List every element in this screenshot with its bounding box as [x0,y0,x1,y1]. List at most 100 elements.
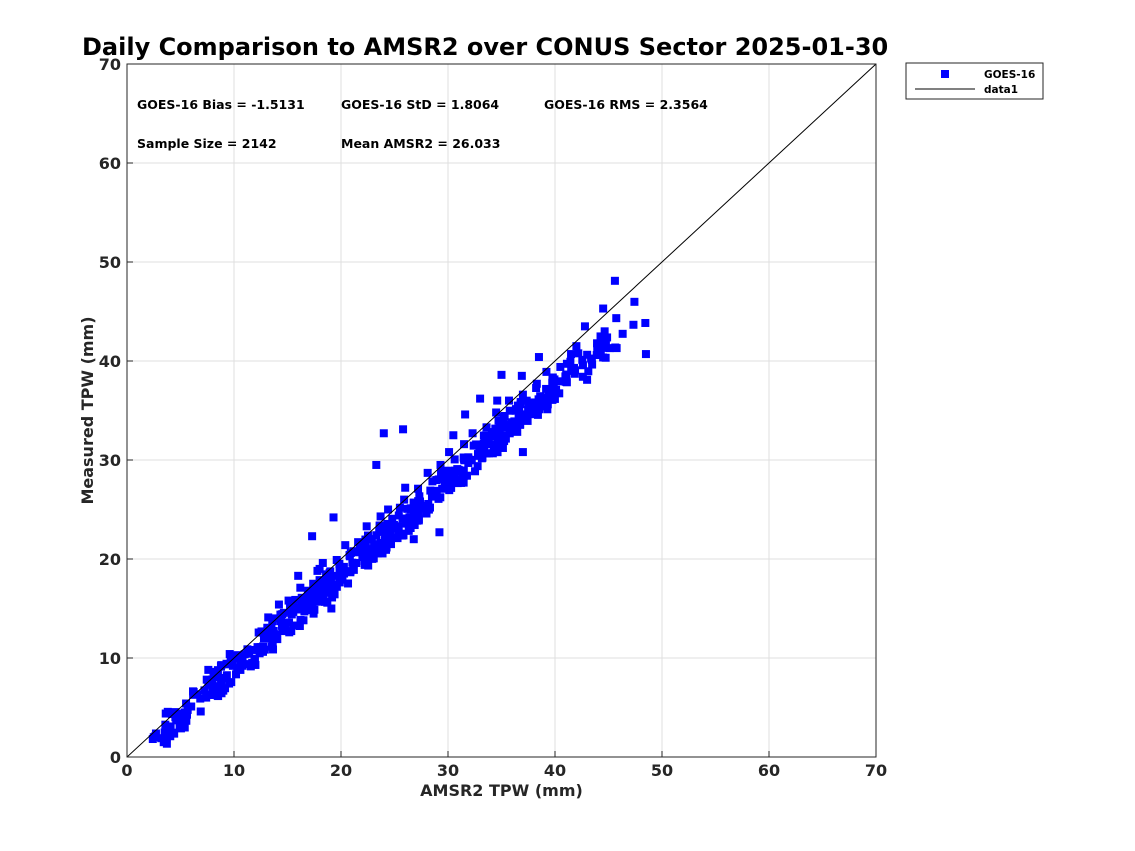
scatter-point [362,522,371,531]
scatter-point [492,408,501,417]
scatter-point [196,694,205,703]
scatter-point [325,568,334,577]
scatter-point [363,545,372,554]
scatter-point [494,416,503,425]
scatter-point [238,653,247,662]
scatter-point [304,586,313,595]
scatter-point [271,614,280,623]
scatter-point [611,343,620,352]
scatter-point [274,600,283,609]
scatter-point [498,443,507,452]
scatter-point [641,318,650,327]
scatter-point [157,734,166,743]
scatter-point [202,675,211,684]
scatter-point [549,376,558,385]
scatter-point [212,673,221,682]
scatter-point [411,513,420,522]
scatter-point [379,523,388,532]
scatter-point [578,361,587,370]
scatter-point [562,373,571,382]
scatter-point [267,624,276,633]
scatter-point [598,333,607,342]
scatter-point [288,600,297,609]
scatter-point [493,396,502,405]
scatter-point [443,466,452,475]
scatter-point [516,420,525,429]
scatter-point [344,579,353,588]
one-to-one-line [126,63,877,758]
scatter-point [273,635,282,644]
legend-label-data1: data1 [984,84,1018,96]
scatter-point [567,350,576,359]
scatter-point [450,470,459,479]
scatter-point [219,686,228,695]
scatter-point [600,343,609,352]
scatter-point [538,401,547,410]
x-tick-label: 0 [121,761,132,780]
scatter-point [276,617,285,626]
scatter-point [306,599,315,608]
scatter-point [593,343,602,352]
scatter-point [213,666,222,675]
scatter-point [370,540,379,549]
scatter-point [248,658,257,667]
scatter-point [313,584,322,593]
scatter-point [630,297,639,306]
scatter-point [410,521,419,530]
scatter-point [473,462,482,471]
y-tick-label: 10 [99,649,121,668]
scatter-point [163,707,172,716]
y-tick-label: 60 [99,154,121,173]
x-tick-label: 10 [223,761,245,780]
scatter-point [232,670,241,679]
x-tick-label: 60 [758,761,780,780]
scatter-point [180,708,189,717]
scatter-point [233,663,242,672]
scatter-point [278,625,287,634]
scatter-point [496,433,505,442]
scatter-point [491,445,500,454]
scatter-point [367,535,376,544]
scatter-point [505,406,514,415]
scatter-point [517,371,526,380]
scatter-point [593,339,602,348]
scatter-point [454,465,463,474]
scatter-point [440,481,449,490]
scatter-point [289,621,298,630]
scatter-point [368,550,377,559]
scatter-point [225,650,234,659]
scatter-point [471,467,480,476]
scatter-point [578,372,587,381]
scatter-point [328,581,337,590]
scatter-point [447,483,456,492]
scatter-point [549,380,558,389]
scatter-point [339,562,348,571]
scatter-point [537,394,546,403]
scatter-point [476,394,485,403]
stat-rms: GOES-16 RMS = 2.3564 [544,97,708,112]
scatter-point [401,483,410,492]
scatter-point [332,555,341,564]
scatter-point [376,538,385,547]
x-tick-label: 70 [865,761,887,780]
scatter-point [354,538,363,547]
scatter-point [395,503,404,512]
scatter-point [416,497,425,506]
scatter-point [497,370,506,379]
scatter-point [523,416,532,425]
scatter-point [310,605,319,614]
scatter-point [499,412,508,421]
scatter-point [436,460,445,469]
scatter-point [228,661,237,670]
scatter-point [394,522,403,531]
scatter-point [550,394,559,403]
scatter-point [580,322,589,331]
scatter-point [213,683,222,692]
scatter-point [267,634,276,643]
scatter-point [584,367,593,376]
scatter-point [601,353,610,362]
scatter-point [610,276,619,285]
scatter-point [404,517,413,526]
scatter-point [449,431,458,440]
scatter-point [279,608,288,617]
